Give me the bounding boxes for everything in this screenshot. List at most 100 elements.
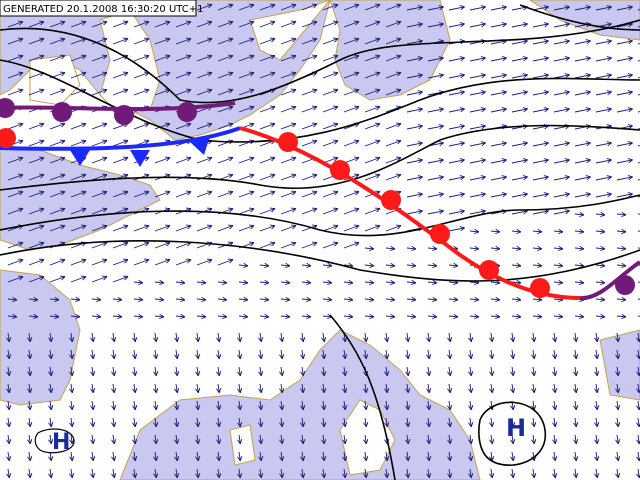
- wind-arrow: [174, 451, 180, 462]
- wind-arrow: [49, 139, 66, 147]
- wind-arrow: [427, 175, 444, 181]
- wind-arrow: [405, 434, 411, 445]
- wind-arrow: [553, 107, 570, 113]
- wind-arrow: [637, 315, 640, 317]
- wind-arrow: [280, 207, 297, 215]
- isobar: [0, 194, 640, 237]
- wind-arrow: [385, 313, 396, 320]
- wind-arrow: [489, 349, 495, 360]
- wind-arrow: [448, 90, 465, 96]
- wind-arrow: [427, 262, 438, 269]
- wind-arrow: [553, 245, 564, 252]
- wind-arrow: [531, 366, 537, 377]
- wind-arrow: [238, 296, 249, 303]
- wind-arrow: [447, 417, 453, 428]
- wind-arrow: [132, 332, 138, 343]
- wind-arrow: [448, 175, 465, 181]
- wind-arrow: [469, 22, 486, 28]
- wind-arrow: [132, 434, 138, 445]
- jutland: [249, 0, 331, 61]
- wind-arrow: [574, 90, 591, 96]
- wind-arrow: [574, 279, 585, 286]
- wind-arrow: [259, 313, 270, 320]
- wind-arrow: [237, 417, 243, 428]
- wind-arrow: [27, 332, 33, 343]
- wind-arrow: [406, 56, 423, 62]
- wind-arrow: [280, 224, 297, 232]
- wind-arrow: [510, 383, 516, 394]
- isobar: [478, 401, 546, 466]
- wind-arrow: [237, 434, 243, 445]
- wind-arrow: [343, 37, 360, 45]
- wind-arrow: [154, 258, 171, 266]
- wind-arrow: [532, 313, 543, 320]
- wind-arrow: [448, 124, 465, 130]
- wind-arrow: [616, 39, 633, 45]
- wind-arrow: [426, 451, 432, 462]
- wind-arrow: [196, 37, 213, 45]
- wind-arrow: [405, 417, 411, 428]
- wind-arrow: [553, 209, 570, 215]
- wind-arrow: [343, 71, 360, 79]
- wind-arrow: [384, 451, 390, 462]
- wind-arrow: [48, 434, 54, 445]
- wind-arrow: [196, 190, 213, 198]
- wind-arrow: [532, 245, 543, 252]
- wind-arrow: [69, 400, 75, 411]
- wind-arrow: [426, 434, 432, 445]
- wind-arrow: [259, 3, 276, 11]
- fronts: [0, 98, 640, 301]
- wind-arrow: [595, 313, 606, 320]
- wind-arrow: [237, 349, 243, 360]
- wind-arrow: [616, 90, 633, 96]
- wind-arrow: [468, 400, 474, 411]
- wind-arrow: [385, 54, 402, 62]
- wind-arrow: [301, 37, 318, 45]
- wind-arrow: [322, 207, 339, 215]
- wind-arrow: [70, 275, 87, 283]
- wind-arrow: [595, 56, 612, 62]
- wind-arrow: [448, 296, 459, 303]
- wind-arrow: [300, 332, 306, 343]
- wind-arrow: [574, 192, 591, 198]
- wind-arrow: [616, 107, 633, 113]
- wind-arrow: [469, 245, 480, 252]
- wind-arrow: [384, 468, 390, 479]
- wind-arrow: [28, 139, 45, 147]
- wind-arrow: [259, 190, 276, 198]
- wind-arrow: [280, 190, 297, 198]
- wind-arrow: [364, 156, 381, 164]
- wind-arrow: [153, 468, 159, 479]
- wind-arrow: [280, 241, 297, 249]
- wind-arrow: [258, 366, 264, 377]
- wind-arrow: [174, 349, 180, 360]
- wind-arrow: [196, 224, 213, 232]
- wind-arrow: [48, 349, 54, 360]
- occluded-front: [579, 260, 640, 301]
- wind-arrow: [595, 228, 606, 235]
- wind-arrow: [48, 451, 54, 462]
- wind-arrow: [7, 241, 24, 249]
- wind-arrow: [7, 207, 24, 215]
- wind-arrow: [322, 122, 339, 130]
- wind-arrow: [553, 279, 564, 286]
- wind-arrow: [111, 366, 117, 377]
- wind-arrow: [385, 71, 402, 79]
- wind-arrow: [531, 468, 537, 479]
- isobar: [34, 428, 75, 454]
- wind-arrow: [300, 451, 306, 462]
- wind-arrow: [28, 88, 45, 96]
- wind-arrow: [595, 73, 612, 79]
- wind-arrow: [321, 400, 327, 411]
- wind-arrow: [364, 37, 381, 45]
- wind-arrow: [112, 313, 123, 320]
- wind-arrow: [511, 192, 528, 198]
- wind-arrow: [7, 275, 24, 283]
- wind-arrow: [552, 383, 558, 394]
- wind-arrow: [154, 279, 165, 286]
- wind-arrow: [237, 366, 243, 377]
- wind-arrow: [259, 279, 270, 286]
- wind-arrow: [301, 54, 318, 62]
- wind-arrow: [321, 468, 327, 479]
- isobar: [329, 314, 396, 480]
